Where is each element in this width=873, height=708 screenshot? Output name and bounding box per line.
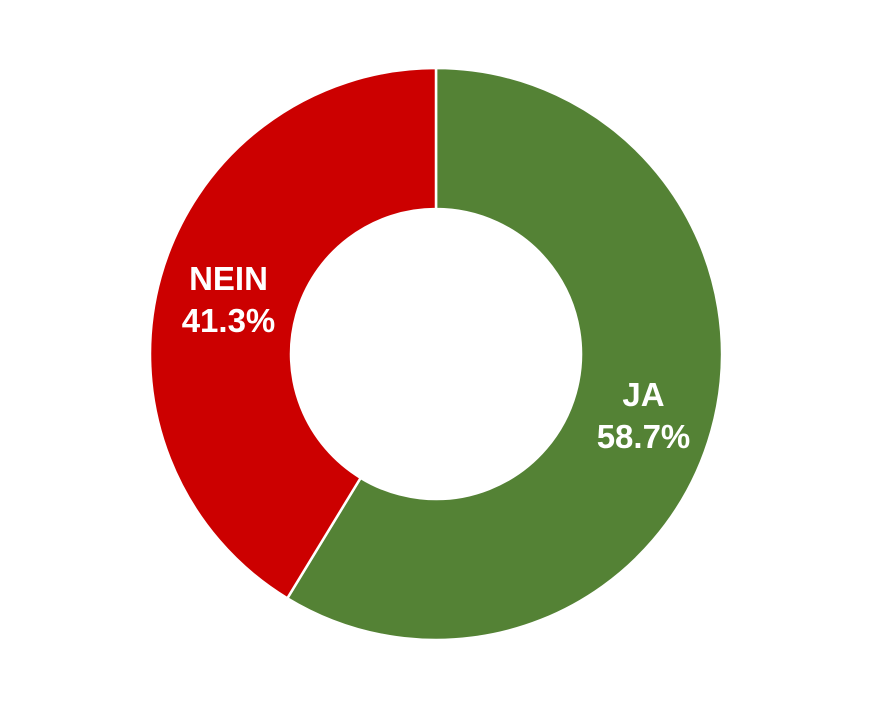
slice-value-nein: 41.3% [182, 302, 276, 339]
slice-nein [148, 66, 438, 601]
slice-ja [285, 66, 724, 642]
labels-group: JA 58.7% NEIN 41.3% [182, 260, 691, 455]
slice-label-ja: JA [622, 376, 664, 413]
slices-group [148, 66, 724, 642]
slice-label-nein: NEIN [189, 260, 268, 297]
slice-value-ja: 58.7% [597, 418, 691, 455]
